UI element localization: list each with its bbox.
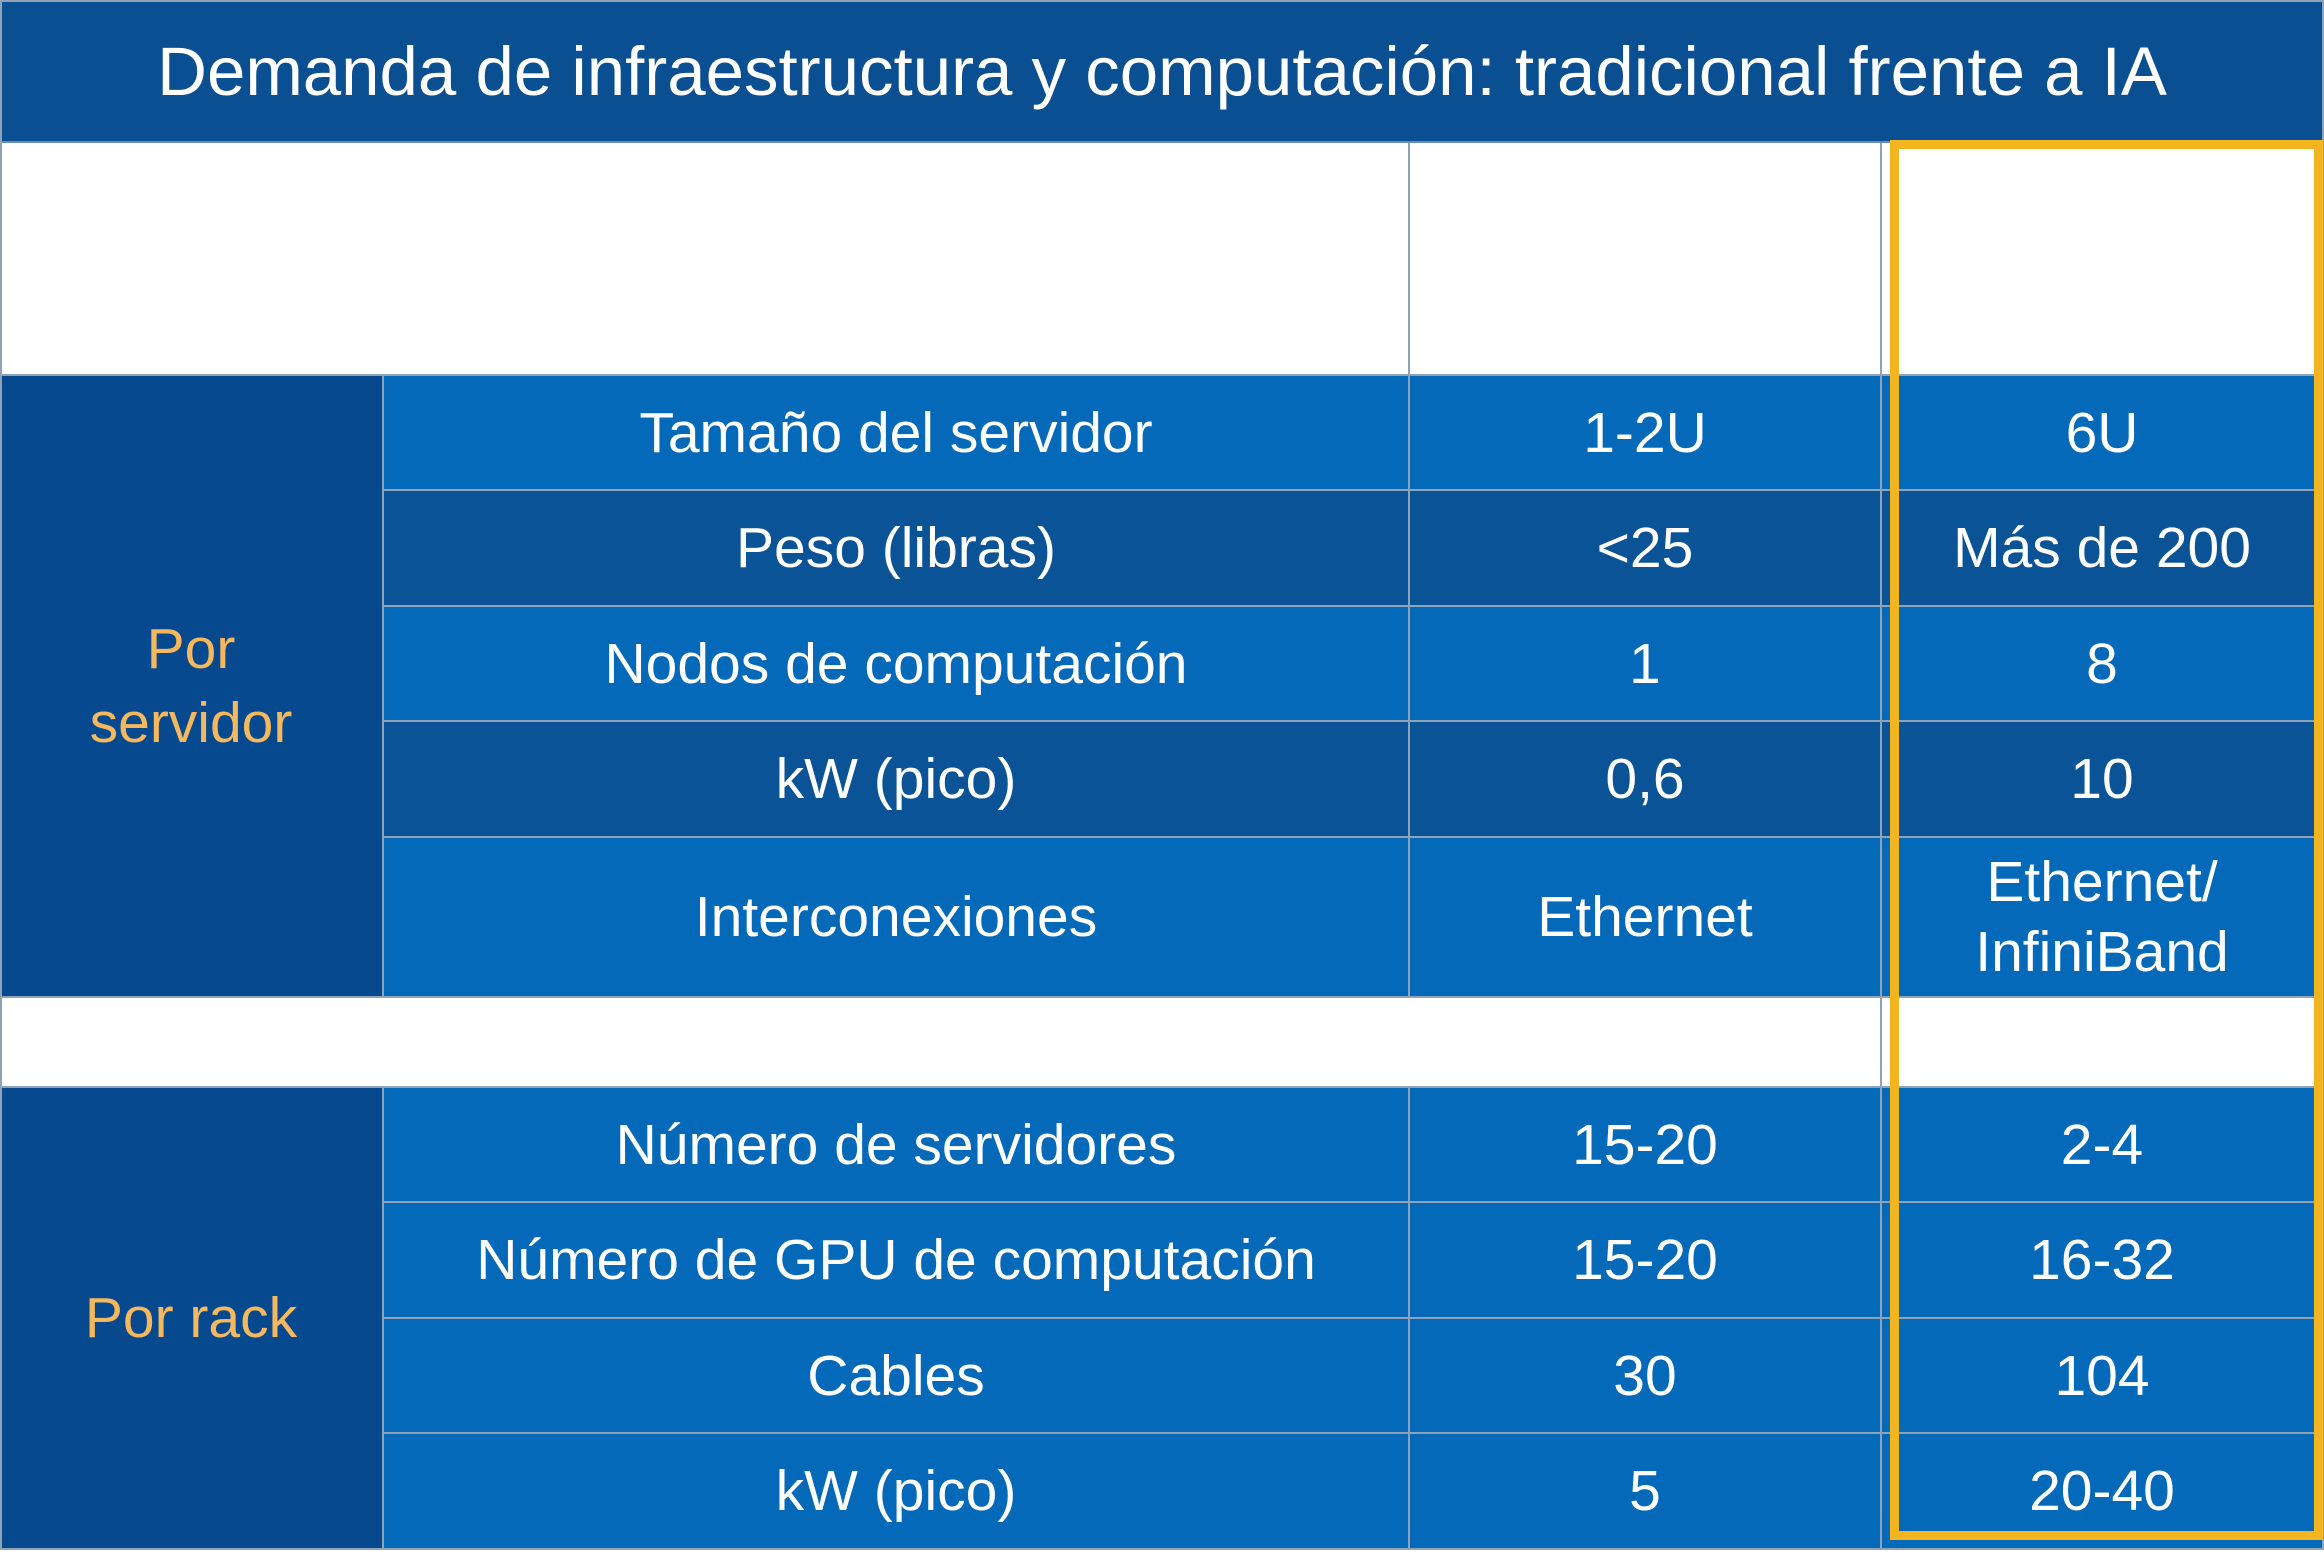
group-spacer-row-ai [1882,998,2324,1088]
table-row-traditional-value: 30 [1410,1319,1882,1434]
table-row-metric: Número de GPU de computación [384,1203,1410,1319]
header-blank-traditional [1410,143,1882,376]
group-spacer-row [0,998,1882,1088]
group-label-per-server: Por servidor [0,376,384,998]
table-row-ai-value: 16-32 [1882,1203,2324,1319]
header-blank-ai [1882,143,2324,376]
table-row-traditional-value: 15-20 [1410,1088,1882,1203]
table-row-traditional-value: 15-20 [1410,1203,1882,1319]
table-row-ai-value: 104 [1882,1319,2324,1434]
table-row-traditional-value: 5 [1410,1434,1882,1550]
table-row-metric: Tamaño del servidor [384,376,1410,491]
table-title: Demanda de infraestructura y computación… [157,33,2167,110]
table-row-ai-value: 10 [1882,722,2324,838]
table-row-traditional-value: Ethernet [1410,838,1882,998]
table-row-traditional-value: 0,6 [1410,722,1882,838]
table-title-bar: Demanda de infraestructura y computación… [0,0,2324,143]
table-row-metric: Nodos de computación [384,607,1410,722]
table-row-ai-value: 2-4 [1882,1088,2324,1203]
group-label-per-rack: Por rack [0,1088,384,1550]
table-row-ai-value: 6U [1882,376,2324,491]
table-row-ai-value: Más de 200 [1882,491,2324,607]
table-row-metric: kW (pico) [384,722,1410,838]
table-row-ai-value: 20-40 [1882,1434,2324,1550]
table-row-traditional-value: <25 [1410,491,1882,607]
table-row-metric: Peso (libras) [384,491,1410,607]
table-row-metric: kW (pico) [384,1434,1410,1550]
table-row-traditional-value: 1-2U [1410,376,1882,491]
table-row-metric: Cables [384,1319,1410,1434]
table-row-ai-value: 8 [1882,607,2324,722]
table-row-metric: Número de servidores [384,1088,1410,1203]
table-row-ai-value: Ethernet/ InfiniBand [1882,838,2324,998]
header-blank-label [0,143,1410,376]
table-row-metric: Interconexiones [384,838,1410,998]
table-row-traditional-value: 1 [1410,607,1882,722]
